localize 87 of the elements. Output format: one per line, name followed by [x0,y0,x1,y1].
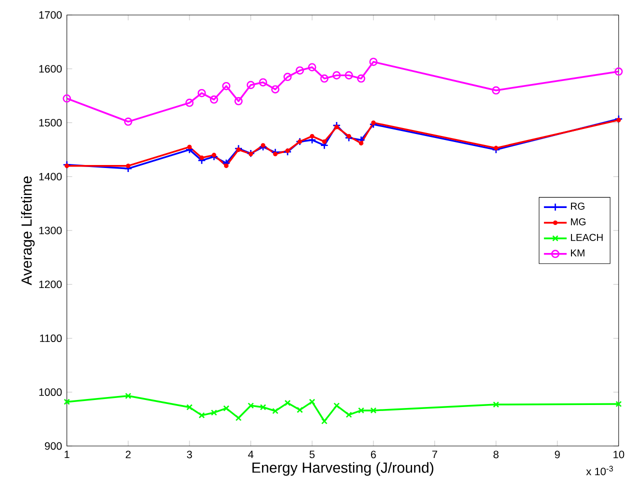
x-tick-label: 2 [126,450,131,458]
point [492,401,500,408]
point [321,418,328,424]
point [346,412,352,418]
point [332,71,341,80]
legend-label: RG [571,202,584,210]
point [284,400,291,406]
point [222,82,230,90]
y-axis-title: Average Lifetime [21,176,35,286]
point [616,118,621,122]
x-tick-label: 8 [494,450,499,458]
legend-label: MG [571,218,586,226]
y-tick-label: 900 [44,442,62,450]
point [248,152,254,156]
point [236,147,241,152]
point [64,164,70,168]
point [296,406,303,414]
point [494,146,498,150]
point [616,400,622,408]
point [186,404,193,410]
point [322,139,327,144]
point [369,58,378,66]
point [334,124,339,130]
point [210,410,218,416]
legend-label: LEACH [571,234,603,241]
point [346,134,352,138]
point [234,97,243,106]
point [125,392,132,400]
point [187,144,192,150]
point [271,85,280,94]
x-tick-label: 6 [370,450,376,458]
point [210,95,218,104]
point [320,74,328,83]
point [334,402,340,409]
point [344,71,354,80]
point [614,67,623,76]
point [258,78,268,86]
x-tick-label: 9 [554,450,560,458]
x-tick-label: 3 [186,450,192,458]
point [358,407,364,414]
y-tick-label: 1600 [39,65,62,73]
y-tick-label: 1200 [39,280,62,288]
point [248,402,254,409]
y-tick-label: 1300 [39,226,62,234]
x-tick-label: 1 [64,450,70,458]
point [246,80,255,90]
point [224,164,229,168]
text: x 10$^{-3}$ [586,466,613,476]
point [185,98,194,107]
x-tick-label: 5 [310,450,315,458]
point [198,89,206,98]
y-tick-label: 1500 [39,118,62,127]
point [64,398,70,405]
point [199,156,204,160]
y-tick-label: 1700 [39,11,62,19]
y-tick-label: 1100 [40,334,62,342]
point [124,118,132,126]
y-tick-label: 1400 [39,172,62,180]
point [246,149,255,158]
point [212,152,216,158]
point [296,66,304,75]
point [614,114,623,124]
point [272,408,278,414]
legend-label: KM [571,250,584,256]
point [310,134,314,138]
point [492,86,500,95]
point [371,120,376,126]
point [260,143,266,148]
point [273,152,278,156]
point [126,164,130,168]
point [283,72,292,82]
point [235,414,242,422]
x-tick-label: 4 [248,450,254,458]
point [62,94,71,103]
x-axis-title: Energy Harvesting (J/round) [252,462,434,476]
point [308,63,316,72]
x-tick-label: 7 [432,450,438,458]
point [370,407,377,414]
point [308,398,316,405]
point [285,148,290,154]
y-tick-label: 1000 [39,388,62,396]
x-tick-label: 10 [614,450,624,458]
point [198,412,205,418]
point [358,140,364,146]
point [260,404,266,410]
point [223,405,230,412]
point [357,74,366,83]
